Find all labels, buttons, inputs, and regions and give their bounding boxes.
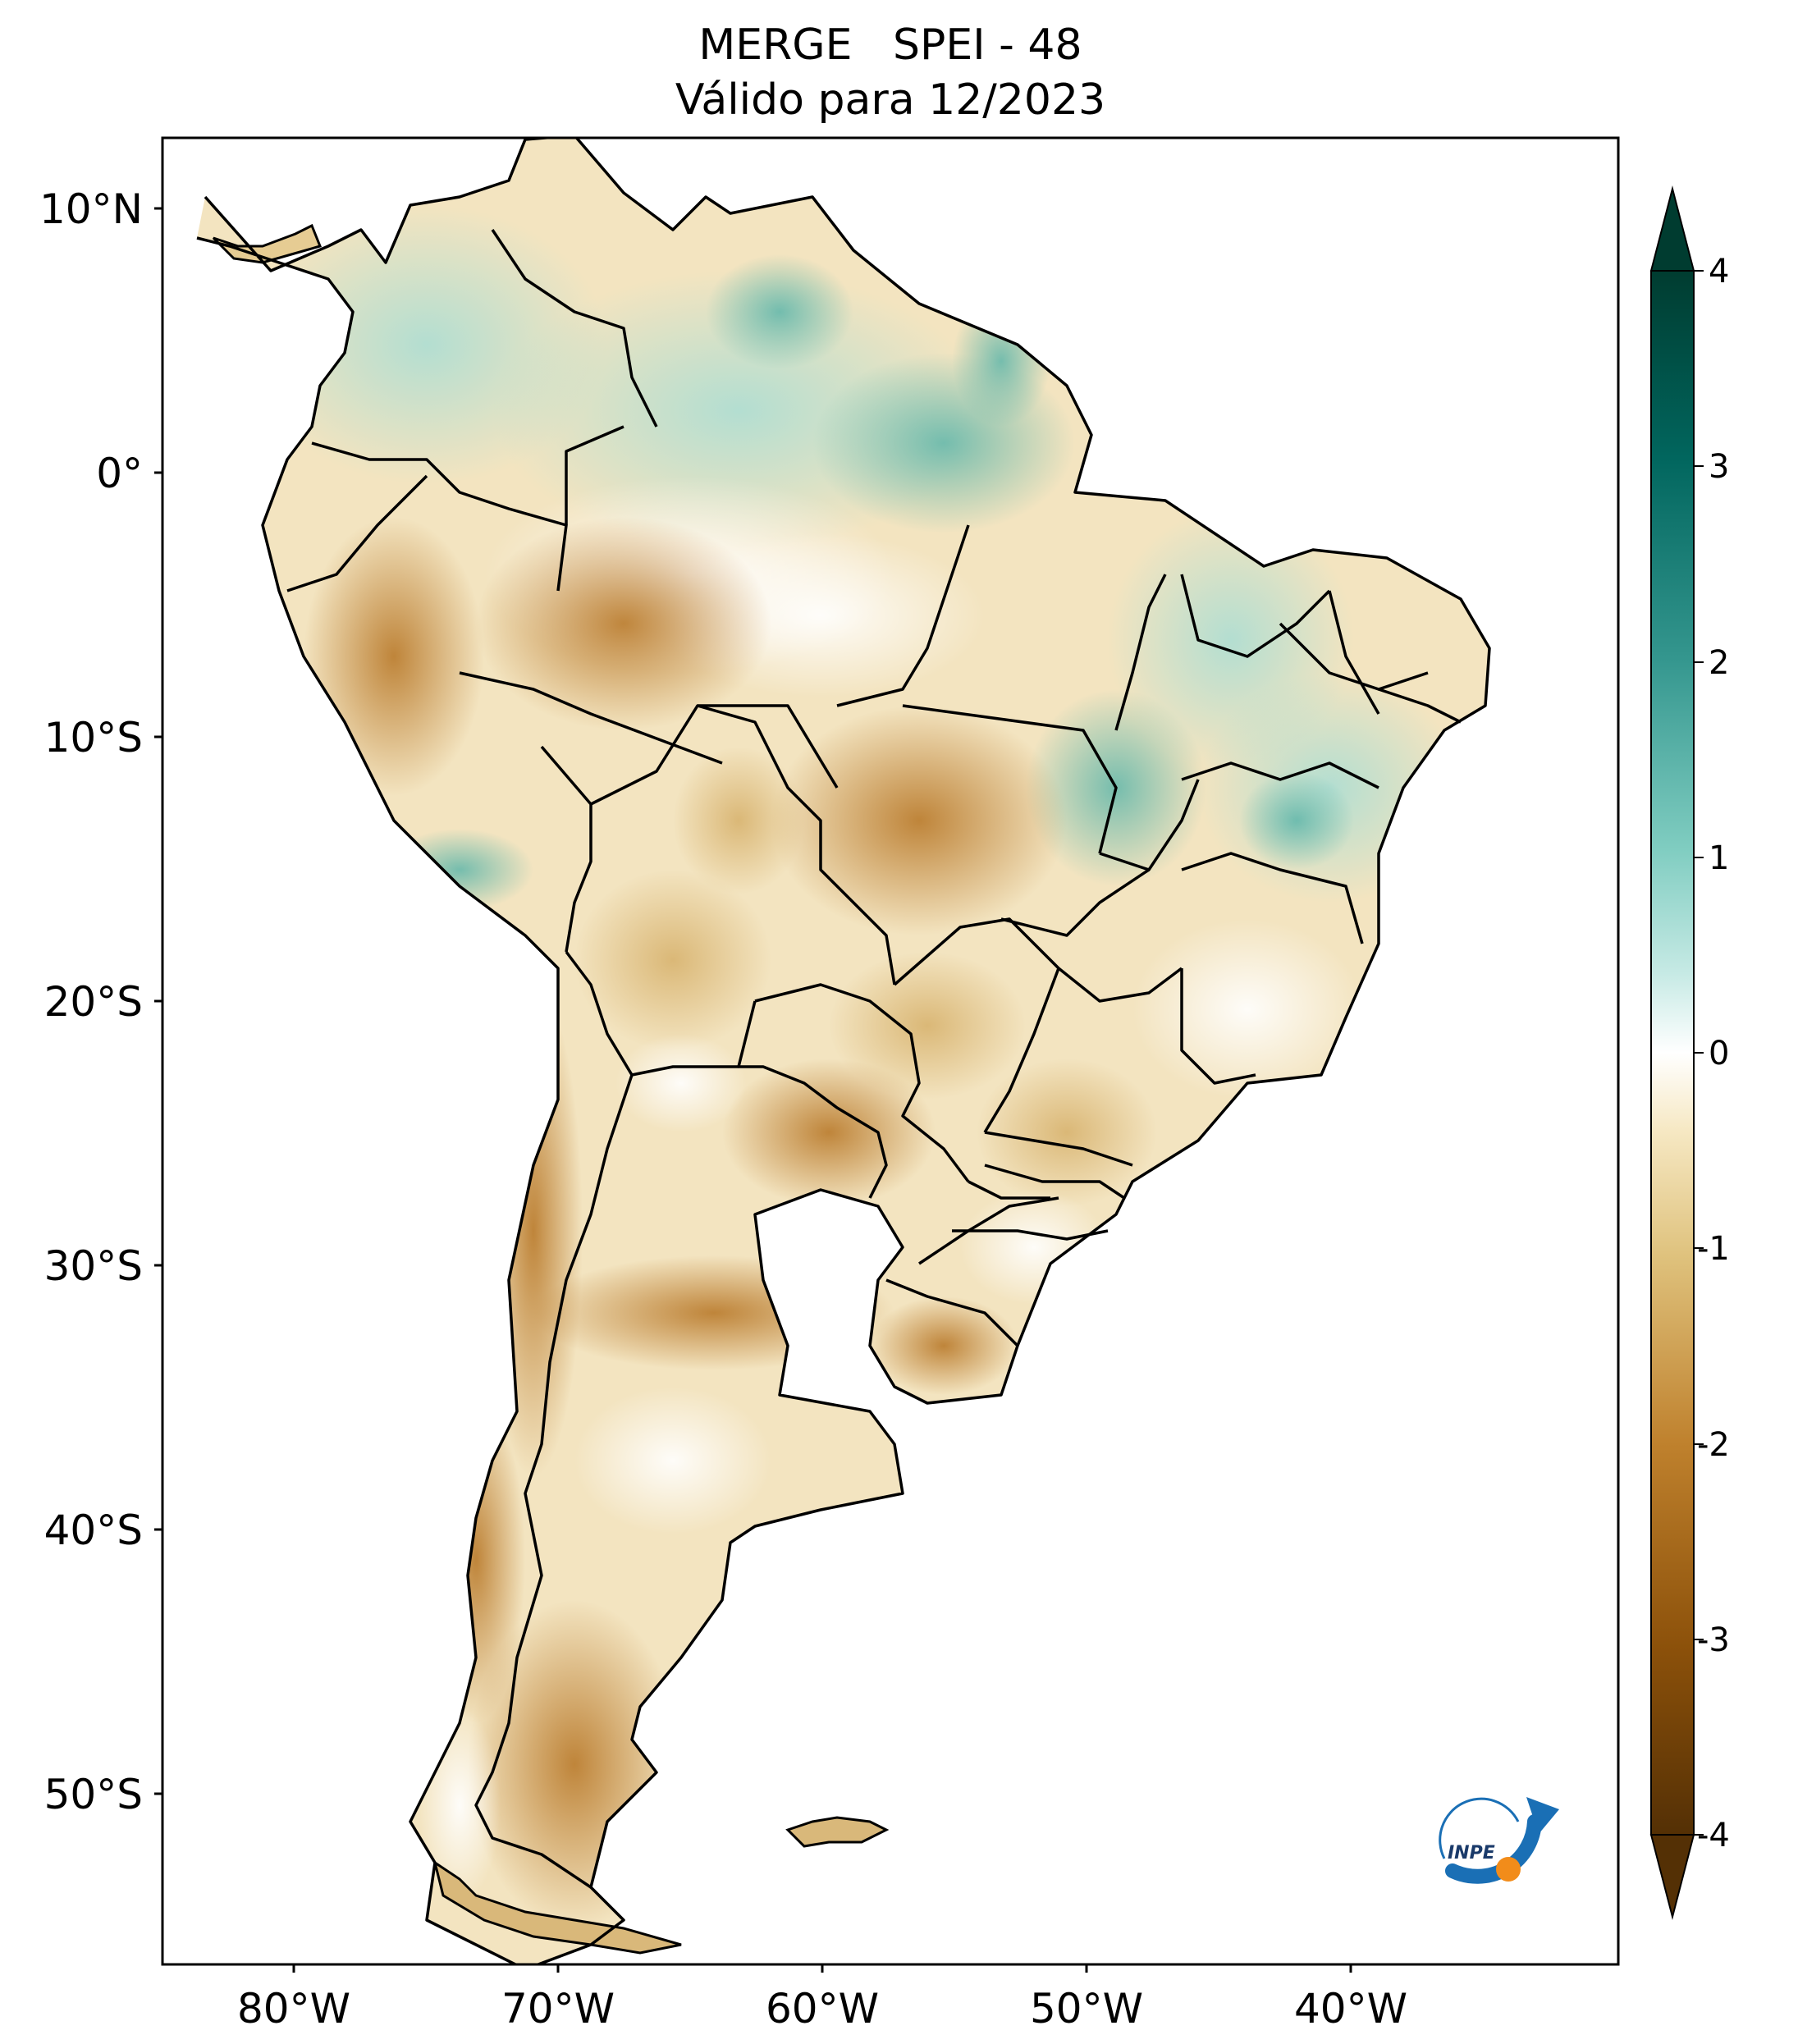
lon-tick-label: 50°W xyxy=(1030,1985,1143,2033)
spei-field xyxy=(162,138,1618,1964)
longitude-axis: 80°W 70°W 60°W 50°W 40°W xyxy=(237,1964,1407,2033)
colorbar-gradient xyxy=(1650,270,1695,1836)
colorbar-extend-bottom xyxy=(1649,1834,1695,1920)
colorbar-tick-label: 0 xyxy=(1709,1035,1729,1072)
colorbar: 4 3 2 1 0 -1 -2 -3 -4 xyxy=(1649,185,1730,1920)
lat-tick-label: 0° xyxy=(96,450,143,497)
colorbar-tick-label: -4 xyxy=(1697,1817,1730,1854)
colorbar-tick-label: -3 xyxy=(1697,1621,1730,1659)
lon-tick-label: 80°W xyxy=(237,1985,350,2033)
lat-tick-label: 50°S xyxy=(44,1771,143,1818)
country-borders xyxy=(196,138,1491,1964)
lat-tick-label: 30°S xyxy=(44,1242,143,1290)
colorbar-tick-label: 3 xyxy=(1709,448,1729,486)
lon-tick-label: 40°W xyxy=(1294,1985,1407,2033)
colorbar-tick-label: -2 xyxy=(1697,1426,1730,1464)
lat-tick-label: 10°N xyxy=(39,185,143,233)
colorbar-tick-label: 2 xyxy=(1709,644,1729,682)
colorbar-tick-label: -1 xyxy=(1697,1230,1730,1268)
lon-tick-label: 60°W xyxy=(766,1985,879,2033)
logo-text: INPE xyxy=(1448,1843,1495,1863)
lat-tick-label: 40°S xyxy=(44,1507,143,1554)
inpe-logo: INPE xyxy=(1439,1797,1559,1884)
colorbar-extend-top xyxy=(1649,185,1695,272)
latitude-axis: 10°N 0° 10°S 20°S 30°S 40°S 50°S xyxy=(39,185,162,1818)
map-frame xyxy=(161,136,1620,1966)
lat-tick-label: 20°S xyxy=(44,978,143,1026)
lat-tick-label: 10°S xyxy=(44,714,143,761)
map-title-line1: MERGE SPEI - 48 xyxy=(698,21,1082,70)
lon-tick-label: 70°W xyxy=(501,1985,615,2033)
colorbar-tick-label: 4 xyxy=(1709,253,1729,290)
colorbar-tick-label: 1 xyxy=(1709,839,1729,877)
map-title-line2: Válido para 12/2023 xyxy=(675,75,1106,125)
